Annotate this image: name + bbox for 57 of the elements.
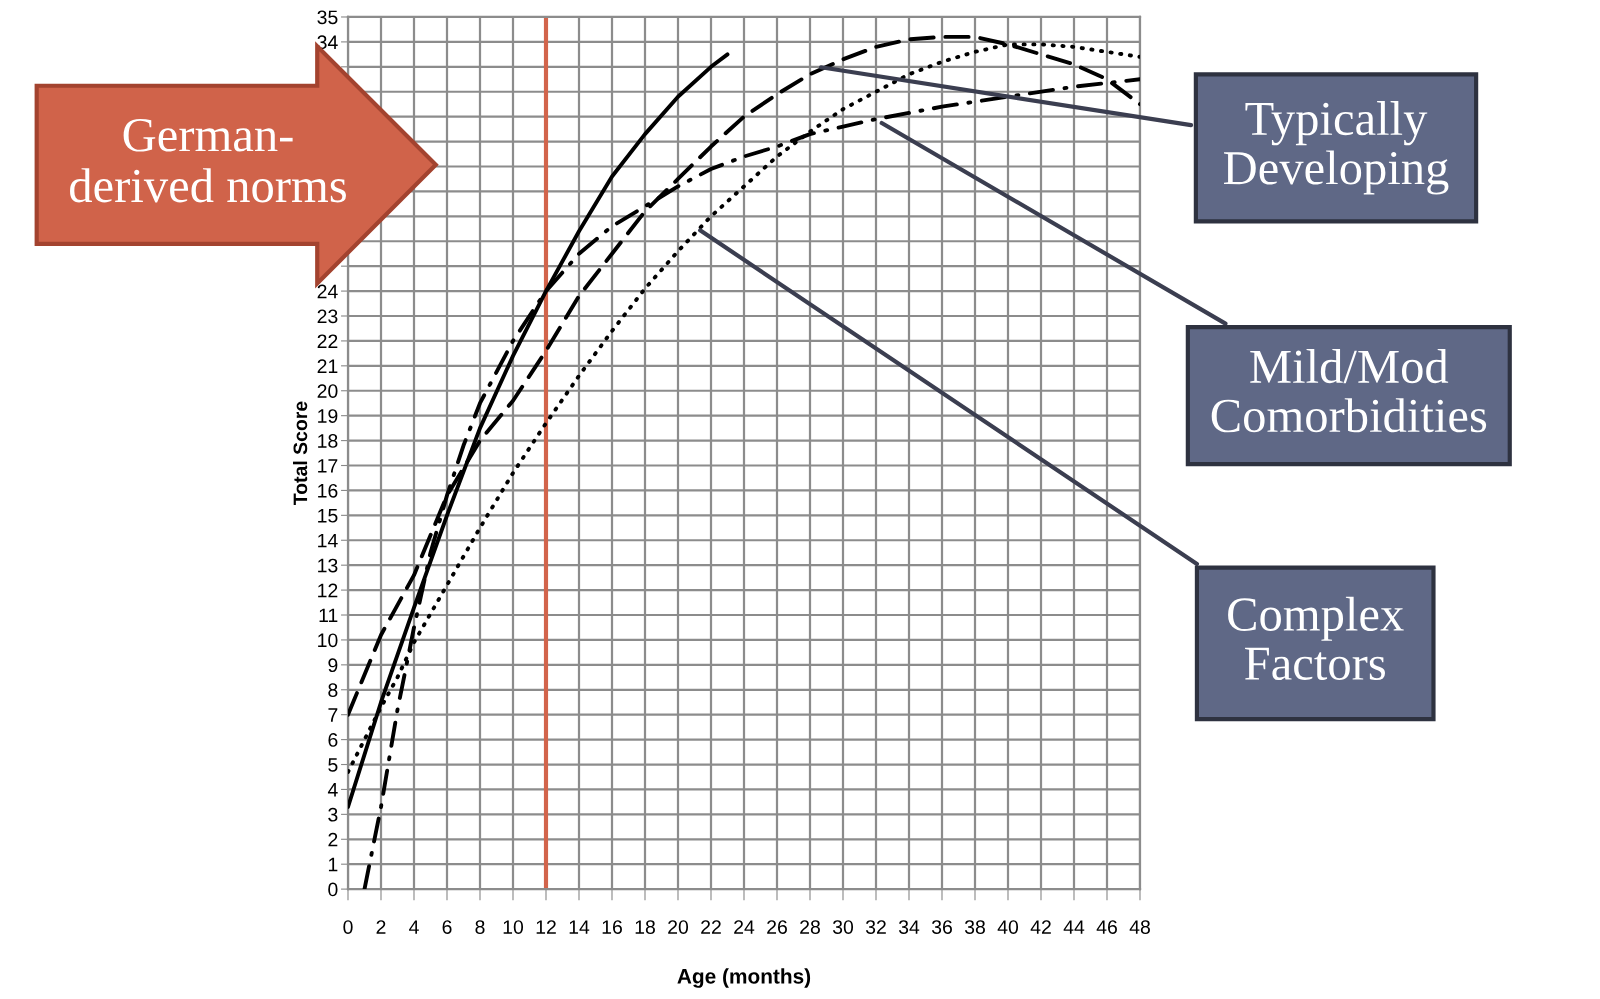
- y-tick-label: 17: [318, 459, 338, 473]
- x-tick-label: 32: [865, 920, 886, 934]
- annotation: Mild/Mod Comorbidities: [1211, 348, 1487, 433]
- x-tick-label: 0: [343, 920, 353, 934]
- annotation: Complex Factors: [1228, 596, 1404, 681]
- y-tick-label: 22: [317, 334, 338, 348]
- y-tick-label: 16: [318, 483, 338, 498]
- y-tick-label: 19: [318, 409, 338, 423]
- x-tick-label: 40: [997, 920, 1019, 934]
- x-tick-label: 14: [569, 920, 590, 934]
- y-tick-label: 11: [319, 608, 338, 623]
- y-tick-label: 9: [328, 658, 338, 673]
- y-tick-label: 10: [318, 633, 338, 648]
- y-tick-label: 13: [318, 558, 338, 573]
- y-tick-label: 23: [317, 309, 338, 324]
- y-tick-label: 15: [318, 509, 338, 523]
- x-tick-label: 10: [503, 920, 524, 934]
- y-tick-label: 8: [328, 683, 338, 697]
- y-tick-label: 18: [318, 434, 338, 448]
- y-tick-label: 35: [317, 10, 338, 25]
- y-tick-label: 5: [328, 758, 338, 772]
- x-tick-label: 2: [376, 920, 386, 934]
- x-tick-label: 4: [409, 920, 419, 934]
- x-tick-label: 20: [668, 920, 689, 934]
- x-tick-label: 12: [536, 920, 556, 934]
- x-tick-label: 48: [1129, 920, 1150, 934]
- x-tick-label: 16: [602, 920, 622, 934]
- x-tick-label: 6: [442, 920, 452, 934]
- x-tick-label: 26: [767, 920, 787, 934]
- y-tick-label: 2: [328, 832, 338, 847]
- annotation: Typically Developing: [1224, 101, 1449, 195]
- x-tick-label: 44: [1063, 920, 1085, 934]
- y-tick-label: 3: [328, 807, 338, 822]
- y-tick-label: 1: [328, 857, 338, 872]
- y-tick-label: 21: [317, 359, 338, 373]
- x-tick-label: 30: [832, 920, 854, 934]
- text: German- derived norms: [70, 118, 346, 203]
- y-tick-label: 0: [328, 882, 338, 897]
- x-tick-label: 34: [898, 920, 920, 934]
- y-axis-title: Total Score: [292, 401, 308, 506]
- x-tick-label: 28: [800, 920, 820, 934]
- y-tick-label: 4: [327, 783, 338, 797]
- x-tick-label: 46: [1096, 920, 1117, 934]
- y-tick-label: 20: [317, 384, 338, 398]
- x-axis-title: Age (months): [677, 968, 811, 988]
- x-tick-label: 24: [734, 920, 755, 934]
- x-tick-label: 18: [635, 920, 655, 934]
- y-tick-label: 6: [328, 733, 338, 747]
- x-tick-label: 22: [701, 920, 721, 934]
- y-tick-label: 24: [317, 284, 338, 299]
- x-tick-label: 8: [475, 920, 485, 934]
- y-tick-label: 12: [318, 583, 338, 598]
- x-tick-label: 36: [931, 920, 952, 934]
- y-tick-label: 7: [328, 708, 338, 722]
- x-tick-label: 38: [964, 920, 985, 934]
- y-tick-label: 14: [318, 533, 338, 548]
- x-tick-label: 42: [1030, 920, 1051, 934]
